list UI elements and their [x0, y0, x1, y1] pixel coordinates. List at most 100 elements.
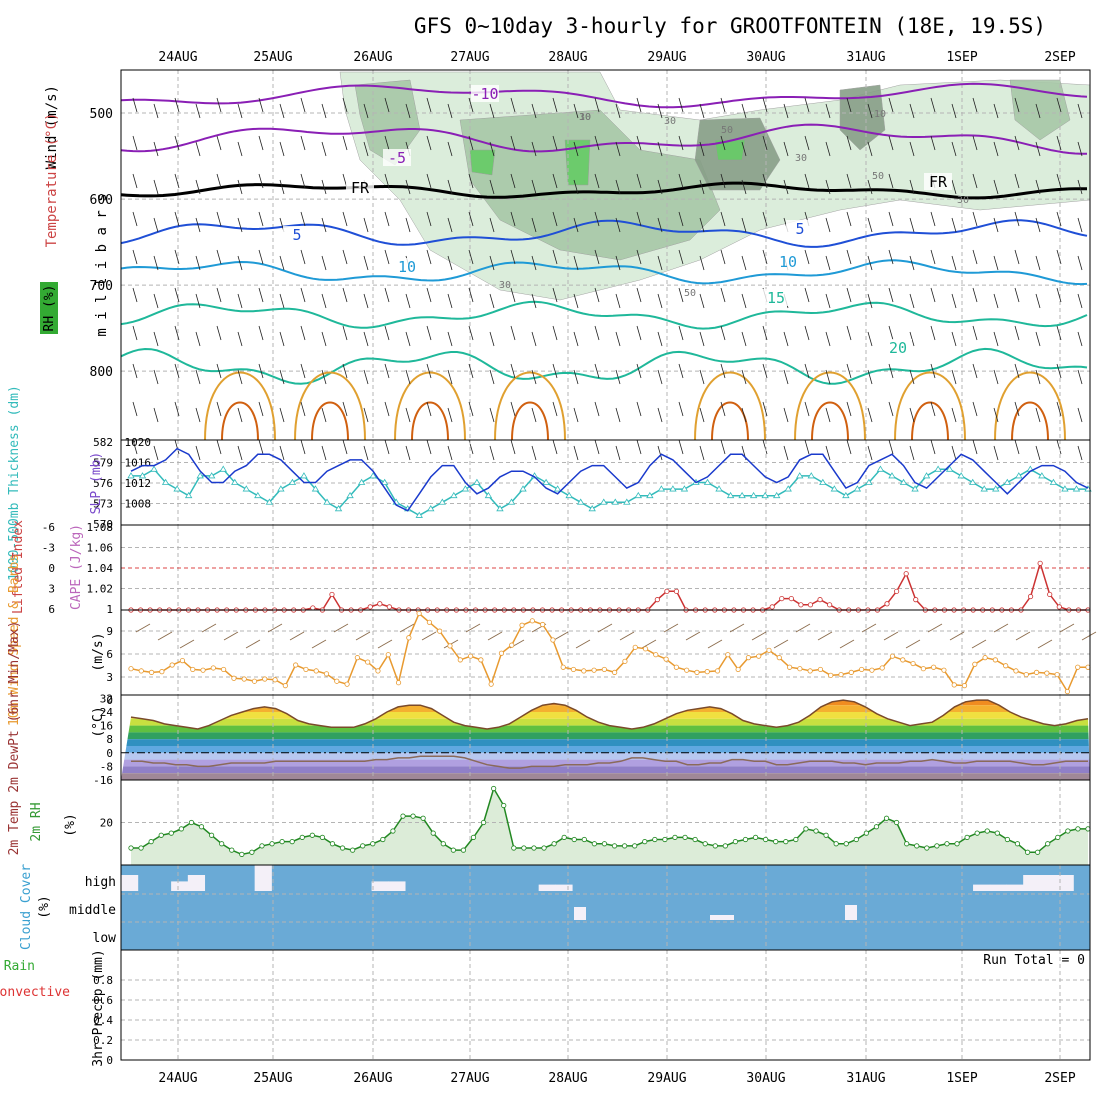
wind-barb: [783, 103, 789, 119]
data-point: [1061, 485, 1069, 492]
data-point: [853, 836, 859, 843]
wind-barb: [300, 249, 306, 265]
wind-barb: [678, 439, 684, 455]
wind-barb: [825, 141, 831, 157]
wind-barb: [216, 173, 222, 189]
wind-barb: [342, 401, 348, 417]
data-point: [406, 635, 412, 641]
wind-barb: [594, 439, 600, 455]
wind-barb: [951, 369, 957, 385]
thickness-tick-label: 576: [93, 477, 113, 490]
data-point: [158, 832, 164, 838]
wind-barb: [426, 97, 432, 113]
wind-barb: [384, 287, 390, 303]
data-point: [1044, 670, 1050, 676]
data-point: [714, 668, 721, 674]
data-point: [876, 465, 885, 472]
data-point: [600, 498, 608, 505]
wind-barb: [489, 293, 495, 309]
wind-barb: [342, 439, 348, 455]
wind-barb: [468, 287, 474, 303]
wind-barb: [888, 211, 894, 227]
wind-barb: [846, 439, 852, 455]
wind-barb: [804, 439, 810, 455]
rh-contour-label: 30: [795, 153, 807, 164]
wind-barb: [888, 97, 894, 113]
wind-barb: [1077, 331, 1083, 347]
wind-barb: [993, 103, 999, 119]
warm-contour-loop: [694, 371, 766, 441]
wind-barb: [720, 173, 726, 189]
wind-barb: [573, 103, 579, 119]
wind-barb: [720, 135, 726, 151]
wind-barb: [1014, 211, 1020, 227]
wind-barb: [153, 331, 159, 347]
wind-barb: [1077, 141, 1083, 157]
data-point: [1035, 849, 1041, 855]
wind-barb: [237, 369, 243, 385]
surface-wind-barb: [179, 639, 195, 649]
wind-barb: [1077, 179, 1083, 195]
wind-barb: [699, 217, 705, 233]
data-point: [672, 834, 678, 840]
data-point: [148, 669, 155, 675]
wind-barb: [993, 331, 999, 347]
data-point: [1015, 472, 1023, 479]
data-point: [354, 655, 360, 661]
wind-barb: [321, 217, 327, 233]
top-date-label: 31AUG: [846, 50, 885, 65]
wind-barb: [132, 363, 138, 379]
wind-barb: [552, 135, 558, 151]
wind-barb: [867, 407, 873, 423]
temperature-band: [121, 705, 1090, 712]
data-point: [251, 678, 258, 684]
data-point: [334, 505, 343, 512]
temp-tick-label: -8: [100, 760, 113, 773]
data-point: [221, 666, 227, 673]
wind-barb: [384, 325, 390, 341]
data-point: [229, 847, 235, 853]
data-point: [265, 498, 274, 505]
wind-barb: [1014, 363, 1020, 379]
dewpoint-series: [131, 755, 1088, 769]
bottom-date-label: 27AUG: [450, 1071, 489, 1086]
wind-barb: [846, 249, 852, 265]
wind-barb: [888, 325, 894, 341]
contour-label: 10: [398, 258, 416, 276]
high-cloud-block: [1039, 875, 1058, 891]
thickness-tick-label: 579: [93, 457, 113, 470]
data-point: [945, 465, 954, 472]
data-point: [749, 491, 758, 499]
wind-barb: [909, 179, 915, 195]
cloud-units-label: (%): [37, 895, 52, 918]
wind-barb: [489, 141, 495, 157]
data-point: [169, 662, 175, 668]
wind-barb: [258, 173, 264, 189]
data-point: [715, 485, 723, 492]
wind-barb: [720, 325, 726, 341]
wind-barb: [573, 179, 579, 195]
data-point: [735, 666, 741, 673]
wind-barb: [825, 293, 831, 309]
wind-barb: [741, 217, 747, 233]
data-point: [722, 843, 728, 849]
wind-barb: [636, 401, 642, 417]
wind-barb: [699, 255, 705, 271]
surface-wind-barb: [839, 639, 855, 649]
data-point: [664, 588, 670, 594]
data-point: [899, 478, 908, 485]
wind-barb: [1035, 293, 1041, 309]
wind-barb: [1014, 97, 1020, 113]
wind-barb: [447, 445, 453, 461]
data-point: [903, 571, 909, 577]
surface-wind-barb: [707, 639, 723, 649]
data-point: [827, 602, 833, 608]
wind-barb: [447, 141, 453, 157]
data-point: [984, 828, 990, 834]
wind-barb: [825, 407, 831, 423]
wind-barb: [258, 211, 264, 227]
surface-wind-barb: [157, 631, 173, 641]
data-point: [551, 841, 557, 847]
wind-barb: [825, 103, 831, 119]
